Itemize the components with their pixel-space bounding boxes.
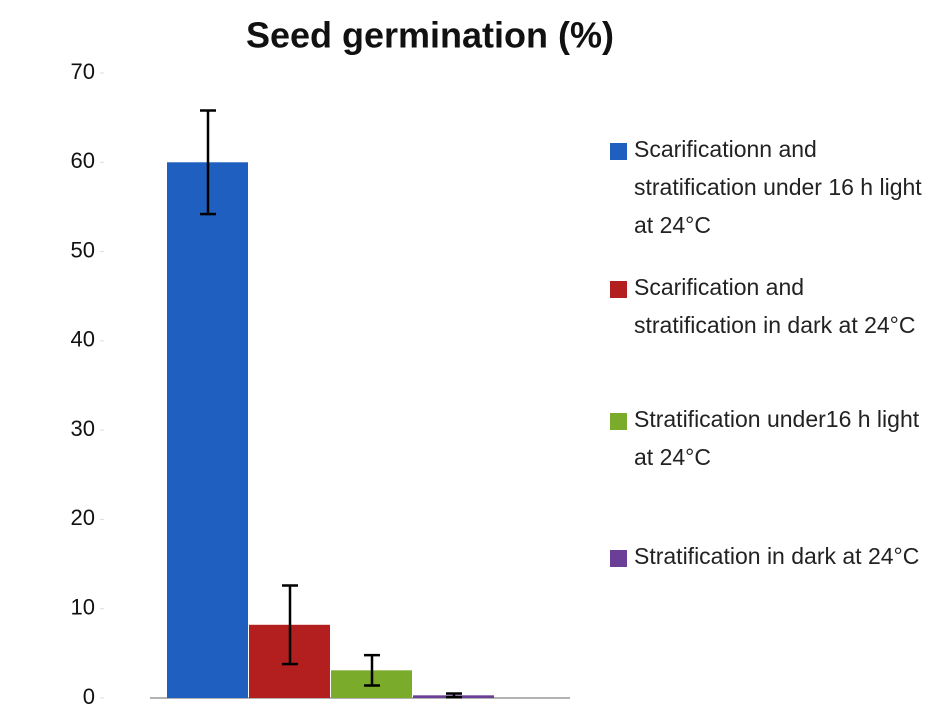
error-bar [200, 109, 216, 216]
legend-swatch [610, 143, 627, 160]
bar [167, 162, 248, 699]
legend-label: Stratification under16 h light at 24°C [634, 406, 920, 470]
legend-entry: Scarification and stratification in dark… [606, 268, 931, 344]
chart-title: Seed germination (%) [246, 15, 614, 56]
legend-label: Scarificationn and stratification under … [634, 136, 922, 238]
y-tick-label: 70 [71, 59, 95, 84]
legend-swatch [610, 281, 627, 298]
legend-swatch [610, 550, 627, 567]
y-tick-label: 10 [71, 595, 95, 620]
y-tick-label: 0 [83, 684, 95, 709]
legend-label: Stratification in dark at 24°C [634, 543, 920, 569]
y-tick-label: 30 [71, 416, 95, 441]
y-tick-label: 20 [71, 505, 95, 530]
error-bar [446, 692, 462, 699]
error-bar [364, 653, 380, 687]
legend-entry: Stratification under16 h light at 24°C [606, 400, 931, 476]
legend-entry: Scarificationn and stratification under … [606, 130, 931, 244]
y-tick-label: 50 [71, 237, 95, 262]
y-tick-label: 40 [71, 327, 95, 352]
error-bar [282, 584, 298, 666]
y-tick-label: 60 [71, 148, 95, 173]
legend-entry: Stratification in dark at 24°C [606, 537, 931, 575]
legend-swatch [610, 413, 627, 430]
legend-label: Scarification and stratification in dark… [634, 274, 916, 338]
